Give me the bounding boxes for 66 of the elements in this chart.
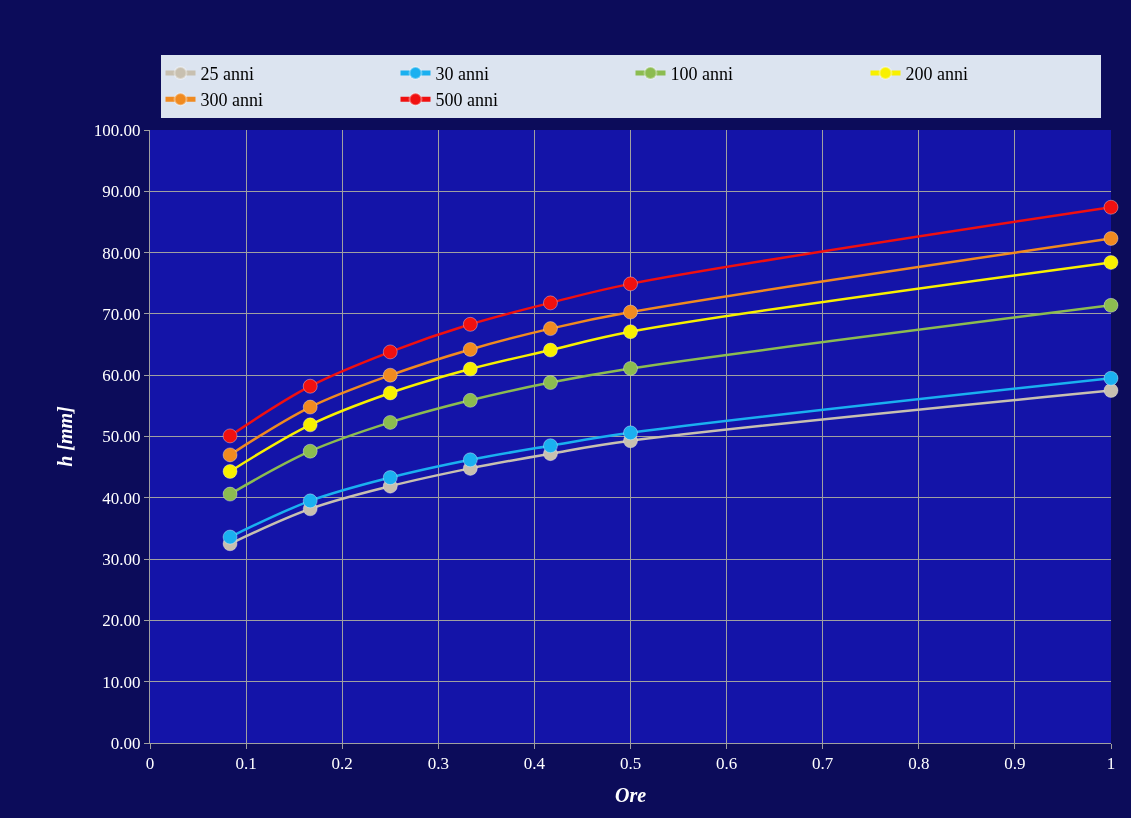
- point: [623, 324, 638, 340]
- x-tick-label: 0.1: [235, 754, 257, 774]
- point: [382, 385, 398, 401]
- point: [302, 378, 318, 394]
- point: [222, 463, 238, 479]
- point: [302, 443, 318, 459]
- point: [222, 447, 238, 463]
- point: [542, 375, 558, 391]
- point: [382, 344, 398, 360]
- point: [542, 342, 558, 358]
- point: [222, 529, 238, 545]
- point: [1103, 254, 1119, 270]
- point: [623, 425, 638, 441]
- legend-label: 30 anni: [435, 63, 489, 84]
- point: [623, 276, 638, 292]
- y-tick-label: 30.00: [102, 550, 141, 570]
- x-tick-label: 1: [1106, 754, 1116, 774]
- x-tick-label: 0: [145, 754, 155, 774]
- point: [462, 341, 478, 357]
- point: [623, 304, 638, 320]
- x-tick-label: 0.7: [812, 754, 834, 774]
- y-tick-label: 40.00: [102, 488, 141, 508]
- x-tick-label: 0.3: [427, 754, 449, 774]
- point: [1103, 231, 1119, 246]
- y-tick-label: 90.00: [102, 182, 141, 202]
- y-tick-label: 50.00: [102, 427, 141, 447]
- point: [1103, 383, 1119, 399]
- x-tick-label: 0.6: [715, 754, 738, 774]
- point: [542, 438, 558, 454]
- legend-label: 100 anni: [670, 63, 733, 84]
- point: [462, 316, 478, 332]
- y-tick-label: 10.00: [102, 672, 141, 692]
- y-tick-label: 70.00: [102, 304, 141, 324]
- point: [542, 321, 558, 337]
- y-tick-label: 20.00: [102, 611, 141, 631]
- point: [382, 470, 398, 486]
- point: [302, 417, 318, 433]
- point: [302, 493, 318, 509]
- point: [462, 452, 478, 468]
- x-tick-label: 0.2: [331, 754, 353, 774]
- point: [382, 414, 398, 430]
- point: [222, 486, 238, 502]
- point: [1103, 370, 1119, 386]
- point: [222, 428, 238, 444]
- x-tick-label: 0.4: [523, 754, 546, 774]
- legend-label: 500 anni: [435, 90, 498, 111]
- legend-label: 200 anni: [905, 63, 968, 84]
- y-tick-label: 0.00: [110, 733, 141, 753]
- legend-label: 25 anni: [200, 63, 254, 84]
- x-tick-label: 0.5: [619, 754, 642, 774]
- point: [382, 367, 398, 383]
- x-axis-title: Ore: [614, 783, 647, 806]
- point: [1103, 297, 1119, 313]
- y-tick-label: 80.00: [102, 243, 141, 263]
- point: [462, 392, 478, 408]
- y-axis-title: h [mm]: [54, 405, 77, 467]
- y-tick-label: 60.00: [102, 366, 141, 386]
- x-tick-label: 0.8: [908, 754, 930, 774]
- point: [623, 360, 638, 376]
- point: [1103, 199, 1119, 215]
- point: [542, 295, 558, 311]
- legend-label: 300 anni: [200, 90, 263, 111]
- point: [462, 361, 478, 377]
- y-tick-label: 100.00: [93, 120, 141, 140]
- x-tick-label: 0.9: [1004, 754, 1026, 774]
- point: [302, 399, 318, 415]
